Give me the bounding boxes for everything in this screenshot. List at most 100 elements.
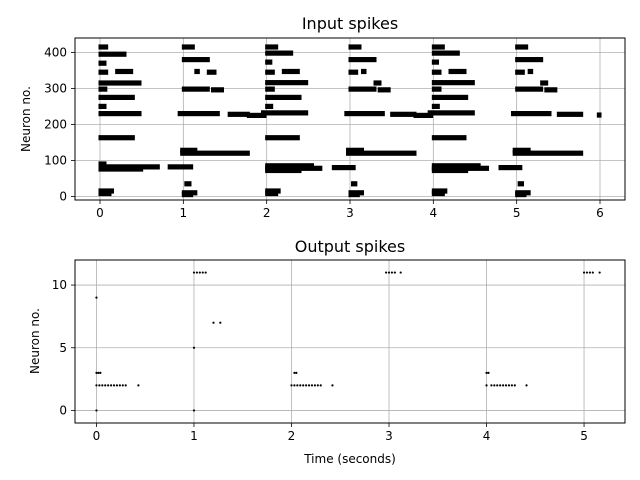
output-spikes-grid [75,260,625,423]
output-spikes-spike-point [496,384,499,387]
output-spikes-spike-point [399,271,402,274]
output-spikes-x-tick-label: 3 [385,429,393,443]
input-spikes-spike-run [431,50,460,56]
output-spikes-x-axis-label: Time (seconds) [303,452,396,466]
input-spikes-markers [98,44,602,198]
output-spikes-spike-point [507,384,511,387]
output-spikes-spike-point [393,271,396,274]
output-spikes-spike-point [302,384,305,387]
input-spikes-spike-run [265,50,294,56]
input-spikes-spike-run [167,164,194,170]
input-spikes-spike-run [98,94,135,100]
input-spikes-spike-run [206,69,217,75]
output-spikes-spike-point [112,384,116,387]
input-spikes-spike-run [348,192,360,198]
output-spikes-spike-point [107,384,110,387]
input-spikes-spike-run [431,190,445,197]
input-spikes-spike-run [346,150,417,156]
input-spikes-spike-run [515,44,529,50]
input-spikes-x-tick-label: 1 [180,206,188,220]
input-spikes-spike-run [98,166,144,172]
input-spikes-spike-run [211,87,224,93]
input-spikes-spike-run [512,147,531,153]
input-spikes-spike-run [98,103,107,109]
input-spikes-spike-run [515,69,525,75]
input-spikes-spike-run [98,60,107,66]
input-spikes-spike-run [431,44,445,50]
input-spikes-spike-run [351,181,358,187]
input-spikes-spike-run [98,51,127,57]
input-spikes-spike-run [515,86,544,92]
input-spikes-spike-run [227,111,250,117]
output-spikes-spike-point [295,371,298,374]
input-spikes-spike-run [544,87,558,93]
output-spikes-spike-point [115,384,119,387]
output-spikes-spike-point [95,384,98,387]
input-spikes-spike-run [498,165,523,171]
output-spikes-spike-point [219,321,222,324]
output-spikes-spike-point [290,384,293,387]
output-spikes-plot-frame [74,259,626,424]
input-spikes-spike-run [265,69,275,75]
input-spikes-spike-run [265,44,279,50]
output-spikes-spike-point [582,271,586,274]
input-spikes-spike-run [511,111,552,117]
output-spikes-spike-point [124,384,127,387]
input-spikes-spike-run [517,181,524,187]
output-spikes-spike-point [192,346,196,349]
input-spikes-spike-run [180,147,198,153]
output-spikes-spike-point [98,384,101,387]
output-spikes-spike-point [97,371,100,374]
input-spikes-spike-run [98,190,112,197]
input-spikes-spike-run [431,94,469,100]
output-spikes-y-tick-label: 10 [52,278,67,292]
input-spikes-spike-run [515,192,527,198]
output-spikes-x-tick-label: 0 [93,429,101,443]
input-spikes-spike-run [98,69,109,75]
output-spikes-spike-point [305,384,308,387]
input-spikes-spike-run [346,147,364,153]
input-spikes-spike-run [265,86,275,92]
output-spikes-spike-point [192,271,196,274]
output-spikes-y-tick-label: 0 [59,403,67,417]
output-spikes-spike-point [493,384,496,387]
input-spikes-spike-run [596,112,602,118]
input-spikes-x-tick-label: 4 [430,206,438,220]
input-spikes-spike-run [184,181,192,187]
input-spikes-spike-run [261,110,309,116]
input-spikes-x-tick-label: 0 [96,206,104,220]
input-spikes-spike-run [527,68,534,75]
input-spikes-spike-run [265,59,273,65]
input-spikes-y-tick-label: 200 [44,117,67,131]
input-spikes-spike-run [98,80,142,86]
input-spikes-spike-run [331,165,356,171]
output-spikes-spike-point [192,409,196,412]
output-spikes-spike-point [510,384,513,387]
output-spikes-spike-point [307,384,311,387]
output-spikes-spike-point [487,371,490,374]
input-spikes-y-tick-label: 0 [59,189,67,203]
input-spikes-spike-run [431,69,442,75]
output-spikes-title: Output spikes [295,237,405,256]
input-spikes-spike-run [181,86,210,92]
input-spikes-spike-run [431,80,475,86]
input-spikes-y-tick-label: 400 [44,45,67,59]
input-spikes-spike-run [390,111,417,117]
input-spikes-spike-run [98,161,107,167]
input-spikes-spike-run [431,135,467,141]
input-spikes-x-tick-label: 5 [513,206,521,220]
output-spikes-spike-point [490,384,493,387]
output-spikes-markers [95,271,601,412]
output-spikes-spike-point [313,384,316,387]
input-spikes-spike-run [431,59,439,65]
input-spikes-spike-run [265,80,309,86]
input-spikes-spike-run [281,68,300,75]
output-spikes-spike-point [598,271,601,274]
input-spikes-spike-run [194,68,200,75]
input-spikes-x-tick-label: 3 [346,206,354,220]
output-spikes-y-tick-label: 5 [59,341,67,355]
output-spikes-spike-point [121,384,124,387]
input-spikes-spike-run [265,167,302,174]
input-spikes-spike-run [431,86,442,92]
